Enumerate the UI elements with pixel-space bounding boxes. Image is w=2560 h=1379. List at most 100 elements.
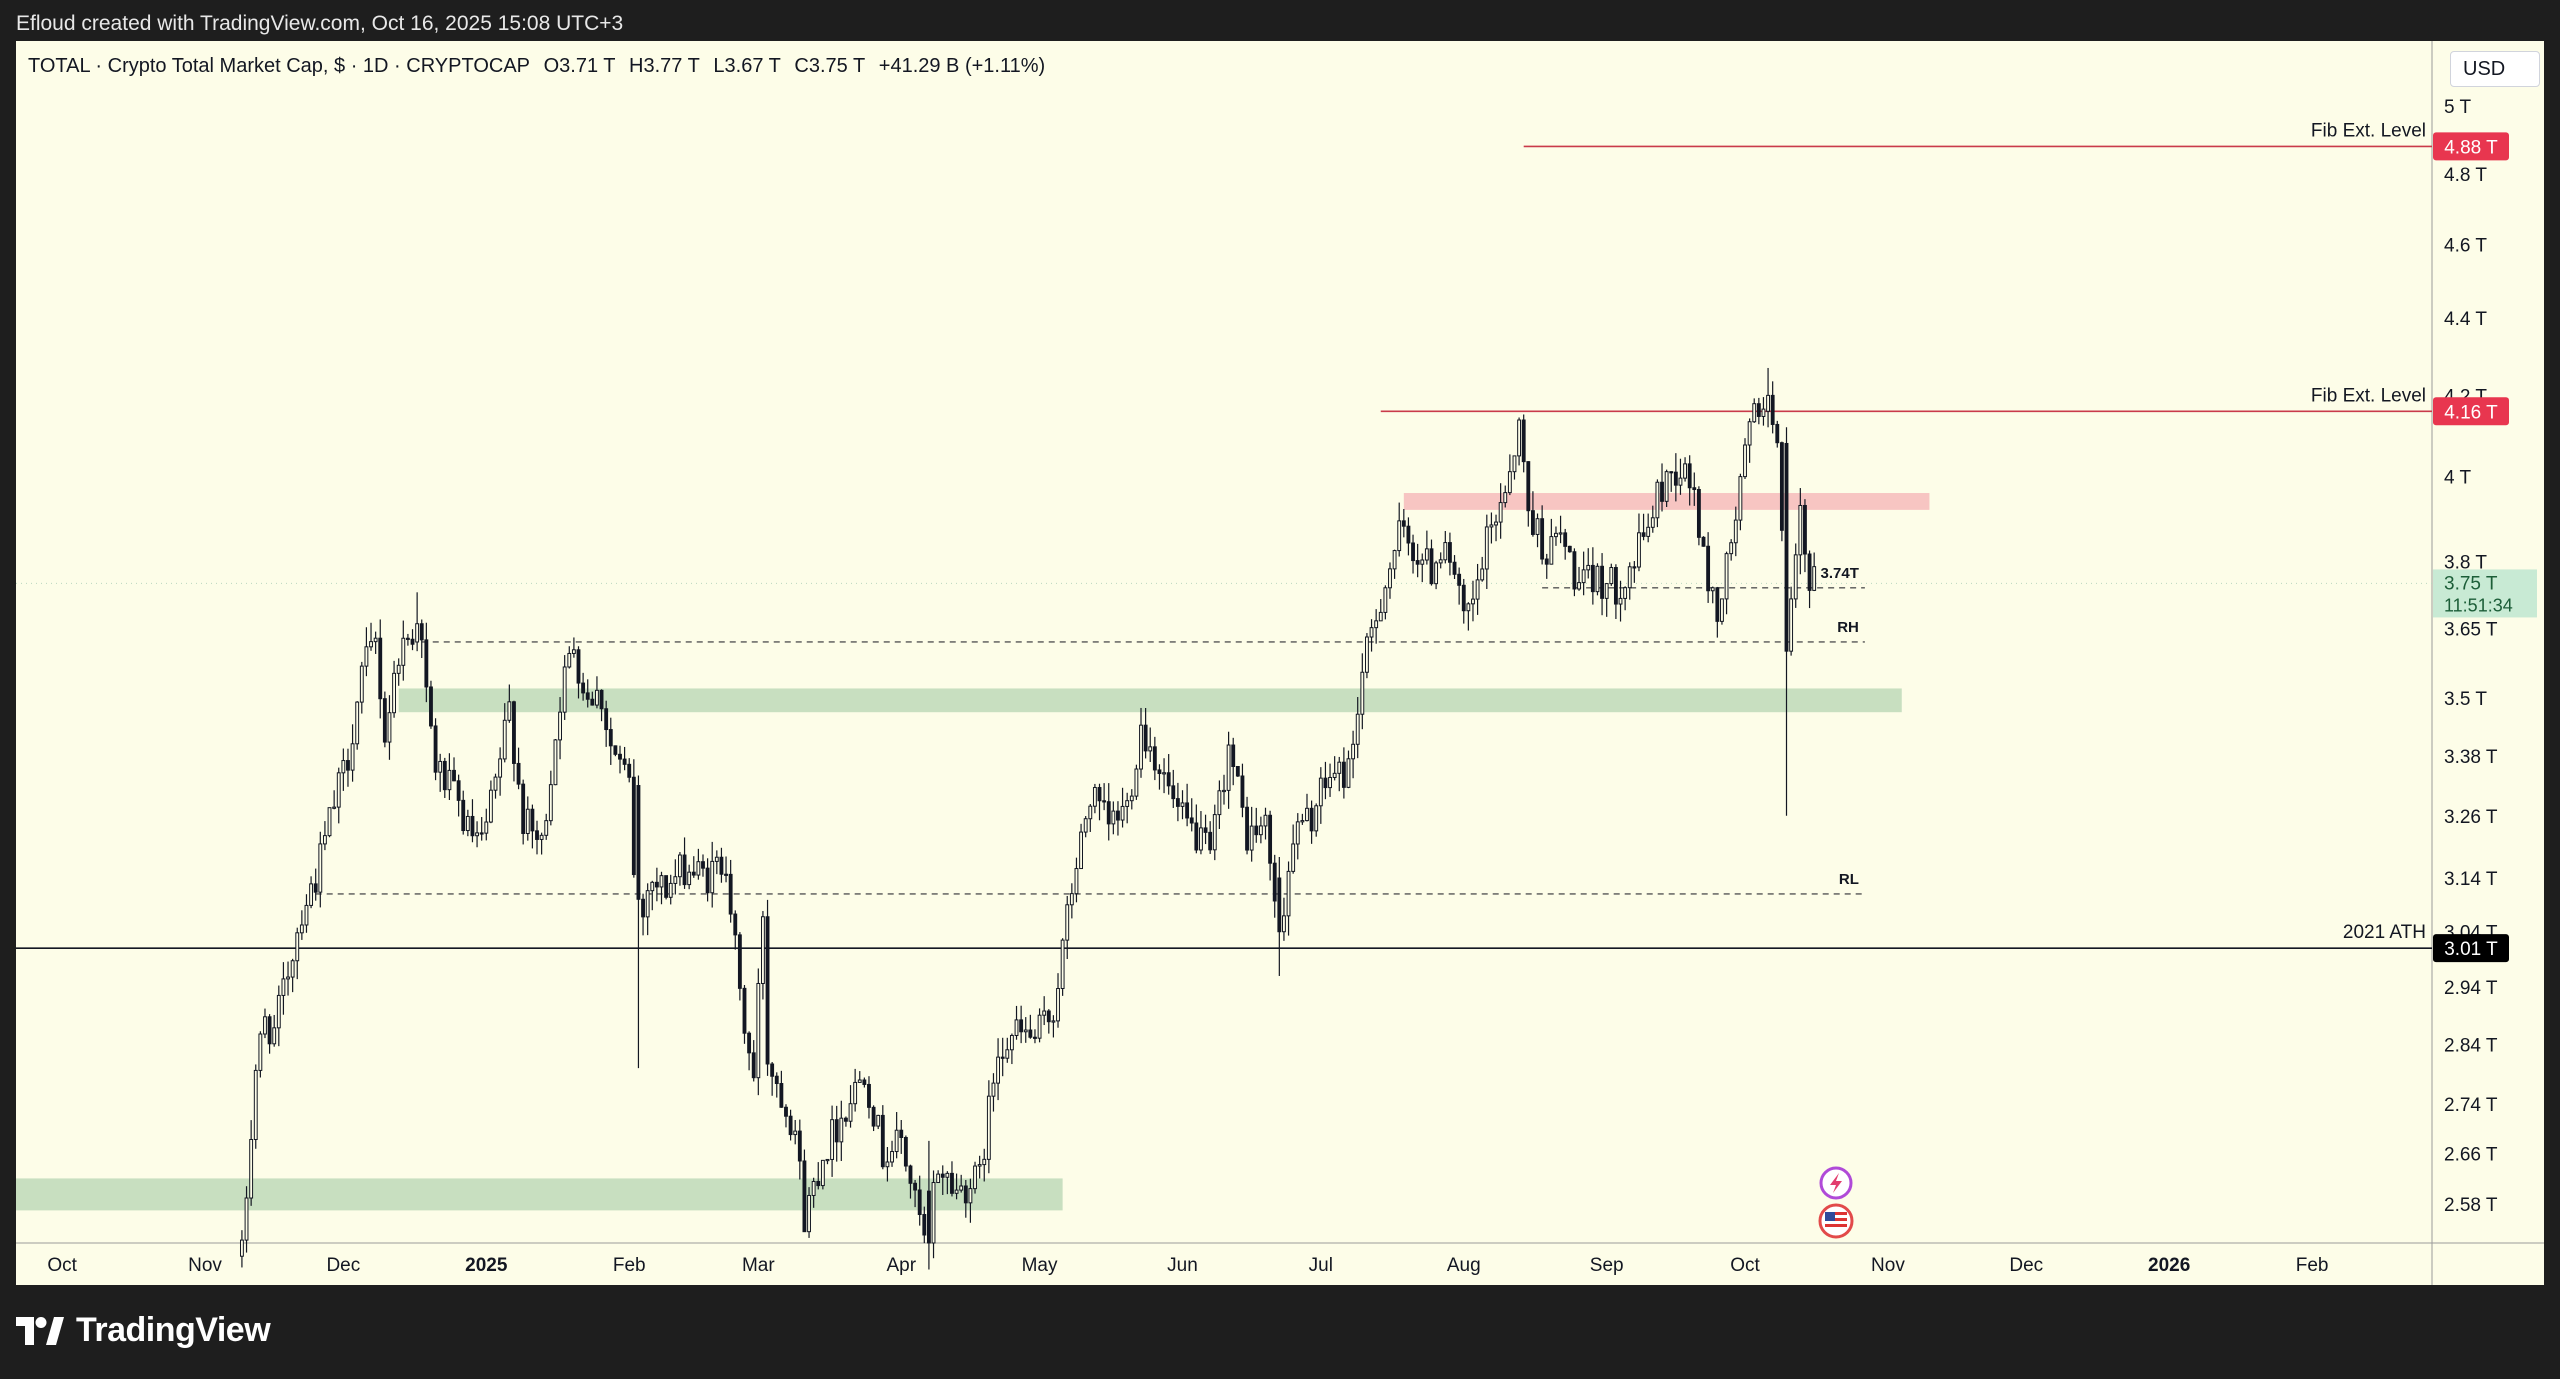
candle (917, 1175, 922, 1226)
candle-body (1106, 801, 1111, 825)
candle-body (1166, 772, 1171, 787)
candle-body (696, 861, 701, 876)
candle (1042, 996, 1047, 1026)
candle (1461, 578, 1466, 624)
candle-body (1775, 423, 1780, 444)
candle-body (1282, 915, 1286, 933)
candle (926, 1140, 931, 1270)
candle-body (1424, 548, 1429, 561)
candle (1175, 782, 1180, 822)
candle-body (774, 1075, 779, 1085)
chart-panel[interactable]: 2021 ATH Fib Ext. Level Fib Ext. Level RH RL… (16, 41, 2544, 1285)
candle-body (1314, 805, 1319, 832)
currency-button[interactable]: USD (2450, 51, 2540, 87)
tradingview-brand[interactable]: TradingView (16, 1311, 271, 1350)
us-flag-icon[interactable] (1818, 1203, 1854, 1239)
candle-body (493, 776, 498, 791)
candle-body (419, 623, 424, 641)
candle (1590, 547, 1595, 605)
candle (299, 910, 304, 940)
candle (1678, 458, 1683, 495)
candle (950, 1161, 954, 1197)
candle-body (604, 708, 609, 731)
candle (742, 984, 747, 1044)
candle (415, 592, 420, 652)
candle (973, 1161, 977, 1194)
candle (539, 832, 544, 855)
candle (1083, 816, 1088, 838)
candle (793, 1119, 798, 1145)
candle-body (567, 652, 572, 668)
candle-body (908, 1165, 913, 1184)
candle (405, 633, 410, 646)
candle (249, 1120, 254, 1206)
price-badge-bg (2433, 132, 2509, 161)
candle-body (1143, 724, 1148, 752)
candle-body (1655, 481, 1660, 519)
current-price-text: 3.75 T (2444, 573, 2498, 594)
candle-body (1572, 551, 1577, 590)
candle (585, 679, 590, 708)
symbol-legend[interactable]: TOTAL · Crypto Total Market Cap, $ · 1D … (28, 53, 1053, 79)
candle (1069, 883, 1074, 919)
candle (1226, 731, 1231, 809)
candle (1503, 485, 1508, 508)
candle (1673, 453, 1678, 502)
candle (595, 676, 599, 709)
candle (1346, 750, 1351, 789)
price-chart[interactable]: 2021 ATH Fib Ext. Level Fib Ext. Level RH RL… (16, 41, 2544, 1285)
candle-body (636, 785, 641, 900)
green-zone-bottom (16, 1178, 1063, 1211)
candle (1729, 539, 1734, 561)
candle (553, 739, 558, 786)
time-axis[interactable]: Oct Nov Dec 2025 Feb Mar Apr May Jun Jul Aug Sep Oct… (47, 1255, 2328, 1276)
candle-body (1046, 1010, 1051, 1023)
candle-body (1595, 565, 1600, 593)
candle (350, 724, 355, 782)
price-tick-label: 4.6 T (2444, 235, 2487, 256)
symbol-name[interactable]: TOTAL · Crypto Total Market Cap, $ · 1D … (28, 55, 531, 77)
candle-body (913, 1182, 918, 1191)
candle (1415, 543, 1420, 578)
candle (908, 1164, 913, 1199)
candle-body (714, 856, 719, 862)
price-axis[interactable]: 5 T4.8 T4.6 T4.4 T4.2 T4 T3.8 T3.65 T3.5… (2444, 97, 2498, 1216)
candle (429, 680, 433, 729)
candle (364, 627, 369, 677)
candle (1111, 801, 1116, 835)
candle-body (1180, 802, 1185, 807)
candle (1812, 552, 1817, 592)
candle-body (535, 830, 539, 840)
candle (488, 780, 493, 824)
lightning-icon[interactable] (1819, 1166, 1853, 1200)
candle-body (719, 856, 724, 875)
candle-body (1789, 598, 1794, 652)
candle (1457, 567, 1462, 605)
fib-line-lower-label: Fib Ext. Level (2311, 385, 2426, 406)
candle-body (682, 854, 687, 886)
candle (1613, 564, 1618, 620)
candle (1074, 857, 1079, 903)
change-value: +41.29 B (+1.11%) (878, 55, 1046, 77)
candle-body (1415, 560, 1420, 565)
candle (401, 620, 406, 681)
candle (1770, 381, 1775, 434)
candle (336, 767, 341, 824)
candle-body (1411, 542, 1415, 562)
candle (1217, 780, 1222, 829)
price-badges: 3.01 T 4.88 T 4.16 T 3.75 T11:51:34 (2433, 132, 2537, 963)
candle-body (797, 1130, 802, 1162)
candle-body (1512, 455, 1517, 473)
price-badge-bg (2433, 397, 2509, 426)
candle-body (1498, 502, 1503, 523)
candle-body (1185, 802, 1190, 819)
candle-body (820, 1159, 825, 1187)
candle-body (1646, 526, 1651, 537)
candle (1646, 513, 1651, 543)
price-badge-text: 4.88 T (2444, 137, 2498, 158)
candle-body (1254, 825, 1259, 836)
candle (788, 1109, 793, 1141)
candle (1374, 609, 1379, 644)
candle-body (470, 815, 475, 837)
candle (1434, 560, 1439, 590)
